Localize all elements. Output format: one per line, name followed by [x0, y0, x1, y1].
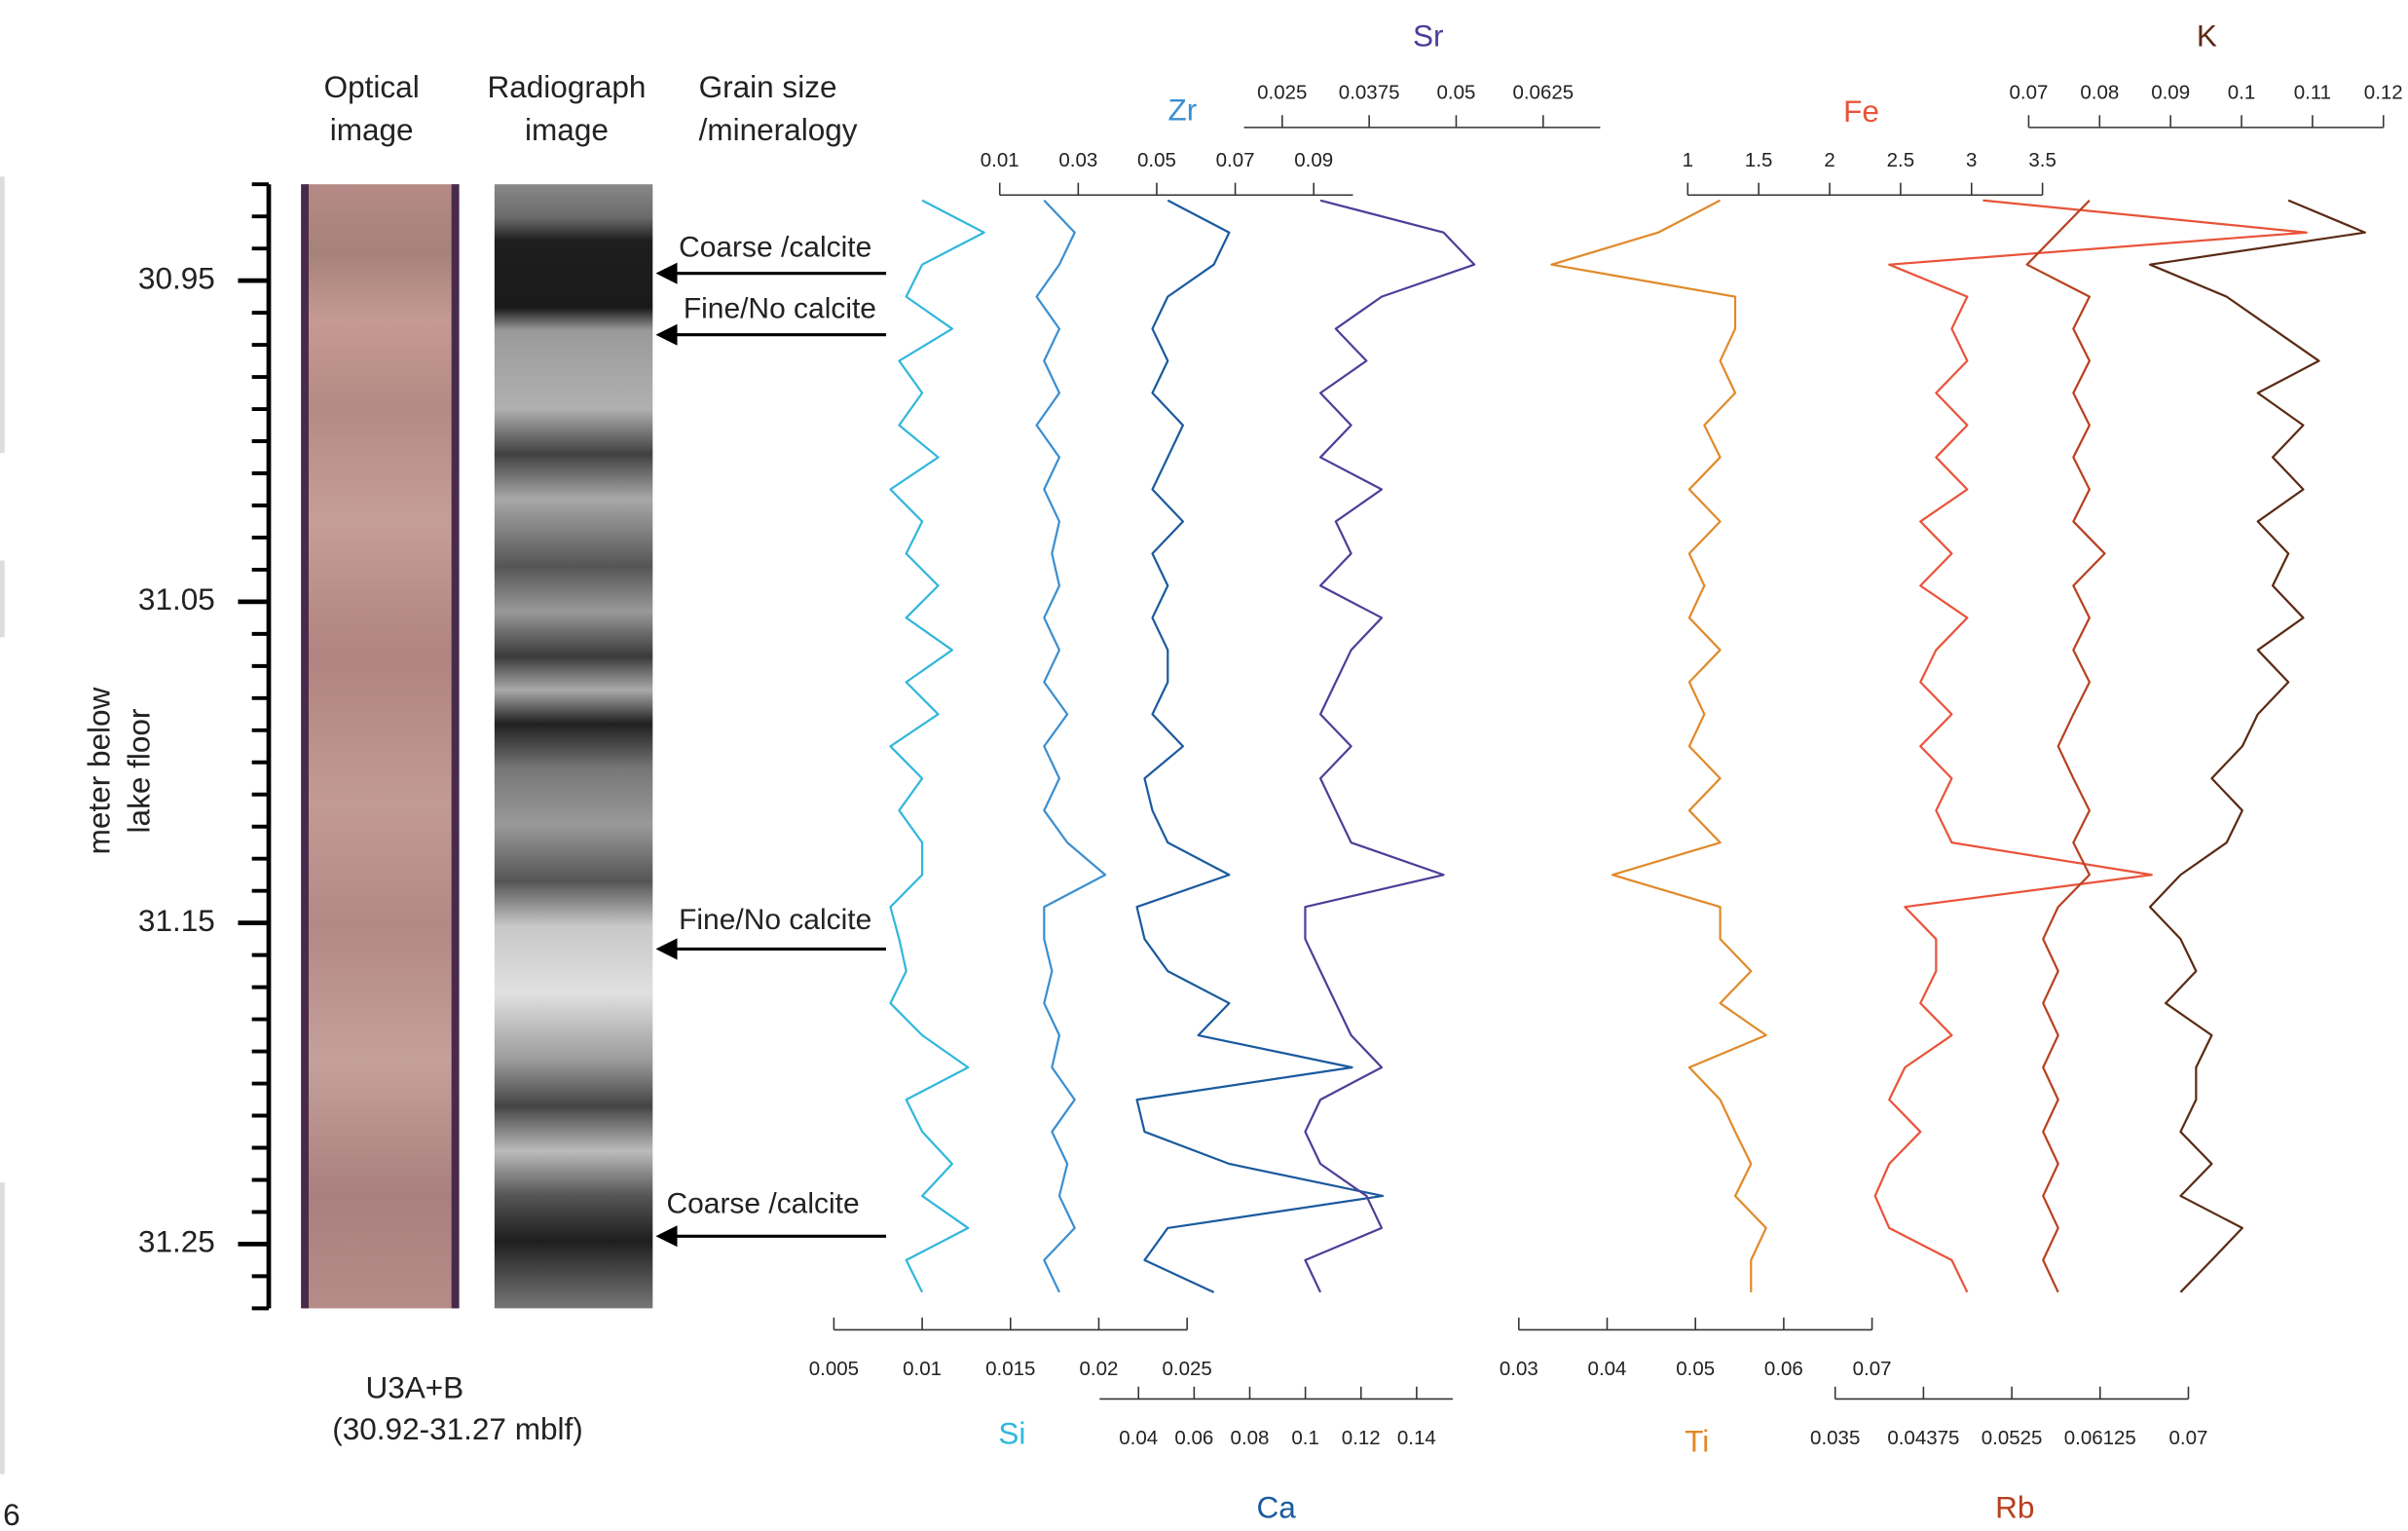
x-tick-label: 0.09 [1294, 149, 1333, 171]
x-tick-label: 2.5 [1887, 149, 1915, 171]
data-line [1304, 199, 1476, 1293]
annotation: Fine/No calcite [679, 904, 871, 936]
y-tick-label: 31.25 [138, 1224, 215, 1259]
annotation: Coarse /calcite [666, 1188, 859, 1220]
arrow-head [655, 262, 678, 284]
column-header: image [330, 112, 414, 147]
column-header: Grain size [699, 69, 837, 104]
arrow-head [655, 1225, 678, 1248]
x-tick-label: 0.01 [903, 1358, 942, 1380]
arrow-head [655, 323, 678, 346]
x-tick-label: 0.06 [1764, 1358, 1803, 1380]
x-tick-label: 0.03 [1500, 1358, 1538, 1380]
x-tick-label: 1 [1683, 149, 1693, 171]
x-tick-label: 0.11 [2294, 82, 2331, 104]
panel-title: Zr [1168, 92, 1198, 127]
x-tick-label: 0.07 [1216, 149, 1255, 171]
arrow-head [655, 938, 678, 960]
edge-bar [0, 176, 5, 454]
x-tick-label: 0.05 [1137, 149, 1176, 171]
x-tick-label: 0.04375 [1887, 1427, 1959, 1449]
core-label: U3A+B [365, 1369, 463, 1404]
y-tick-label: 30.95 [138, 260, 215, 295]
column-header: Radiograph [487, 69, 646, 104]
column-header: image [525, 112, 609, 147]
optical-image-edge [301, 184, 310, 1309]
x-tick-label: 2 [1824, 149, 1834, 171]
data-line [889, 199, 985, 1293]
x-tick-label: 0.1 [2228, 82, 2256, 104]
panel-title: Sr [1413, 19, 1444, 54]
x-tick-label: 0.12 [2364, 82, 2403, 104]
y-tick-label: 31.15 [138, 903, 215, 938]
x-tick-label: 0.03 [1058, 149, 1097, 171]
x-tick-label: 0.08 [1231, 1427, 1270, 1449]
edge-bar [0, 560, 5, 638]
x-tick-label: 1.5 [1745, 149, 1773, 171]
column-header: /mineralogy [699, 112, 858, 147]
page-number: 6 [3, 1497, 20, 1531]
x-tick-label: 0.02 [1080, 1358, 1119, 1380]
annotation: Coarse /calcite [679, 231, 871, 263]
y-axis-label: meter below [81, 687, 116, 854]
annotation: Fine/No calcite [684, 292, 876, 324]
column-header: Optical [324, 69, 420, 104]
y-axis-label: lake floor [121, 709, 156, 834]
panel-title: Fe [1843, 93, 1879, 129]
panel-title: Rb [1995, 1489, 2034, 1524]
x-tick-label: 0.025 [1162, 1358, 1211, 1380]
optical-image [302, 184, 460, 1309]
data-line [2025, 199, 2106, 1293]
x-tick-label: 0.0525 [1982, 1427, 2043, 1449]
x-tick-label: 0.05 [1437, 82, 1476, 104]
x-tick-label: 0.005 [809, 1358, 859, 1380]
x-tick-label: 0.07 [2169, 1427, 2208, 1449]
x-tick-label: 0.08 [2080, 82, 2119, 104]
x-tick-label: 0.04 [1588, 1358, 1627, 1380]
data-line [1135, 199, 1385, 1293]
data-line [2148, 199, 2366, 1293]
core-range: (30.92-31.27 mblf) [332, 1411, 583, 1446]
panel-title: Si [998, 1416, 1025, 1451]
panel-title: Ti [1685, 1423, 1709, 1458]
y-tick-label: 31.05 [138, 581, 215, 616]
x-tick-label: 0.07 [2009, 82, 2048, 104]
radiograph-image [494, 184, 653, 1309]
optical-image-edge [451, 184, 460, 1309]
data-line [1873, 199, 2308, 1293]
x-tick-label: 0.015 [985, 1358, 1035, 1380]
x-tick-label: 0.14 [1397, 1427, 1436, 1449]
x-tick-label: 3.5 [2028, 149, 2056, 171]
x-tick-label: 0.04 [1119, 1427, 1158, 1449]
edge-bar [0, 1182, 5, 1475]
x-tick-label: 0.09 [2151, 82, 2190, 104]
data-line [1550, 199, 1767, 1292]
x-tick-label: 0.1 [1291, 1427, 1319, 1449]
x-tick-label: 3 [1966, 149, 1977, 171]
data-line [1035, 200, 1107, 1293]
x-tick-label: 0.025 [1257, 82, 1307, 104]
panel-title: Ca [1256, 1489, 1296, 1524]
x-tick-label: 0.035 [1810, 1427, 1860, 1449]
x-tick-label: 0.0625 [1512, 82, 1574, 104]
x-tick-label: 0.01 [981, 149, 1019, 171]
x-tick-label: 0.05 [1676, 1358, 1715, 1380]
x-tick-label: 0.06 [1174, 1427, 1213, 1449]
x-tick-label: 0.07 [1853, 1358, 1892, 1380]
x-tick-label: 0.0375 [1339, 82, 1400, 104]
panel-title: K [2197, 19, 2217, 54]
x-tick-label: 0.12 [1342, 1427, 1381, 1449]
x-tick-label: 0.06125 [2064, 1427, 2136, 1449]
